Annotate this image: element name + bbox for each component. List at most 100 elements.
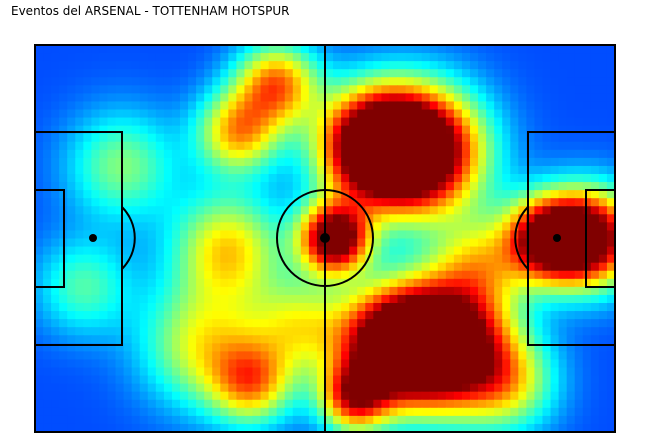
heat-cell <box>308 93 318 103</box>
heat-cell <box>107 327 117 336</box>
heat-cell <box>582 375 592 385</box>
heat-cell <box>397 238 407 248</box>
heat-cell <box>389 141 399 151</box>
heat-cell <box>606 101 615 111</box>
heat-cell <box>598 423 608 432</box>
heat-cell <box>155 383 165 393</box>
heat-cell <box>171 359 181 369</box>
heat-cell <box>461 375 471 385</box>
heat-cell <box>268 85 278 94</box>
heat-cell <box>99 157 109 167</box>
heat-cell <box>598 383 608 393</box>
heat-cell <box>510 254 519 264</box>
heat-cell <box>115 294 125 304</box>
heat-cell <box>550 149 560 159</box>
heat-cell <box>220 351 229 361</box>
heat-cell <box>397 77 407 86</box>
heat-cell <box>147 415 157 425</box>
heat-cell <box>75 375 84 385</box>
heat-cell <box>606 230 615 240</box>
heat-cell <box>429 375 439 385</box>
heat-cell <box>252 109 262 119</box>
heat-cell <box>566 198 576 207</box>
heat-cell <box>300 351 310 361</box>
heat-cell <box>365 117 374 127</box>
heat-cell <box>107 77 117 86</box>
heat-cell <box>308 61 318 70</box>
heat-cell <box>526 351 536 361</box>
heat-cell <box>558 311 568 320</box>
heat-cell <box>397 359 407 369</box>
heat-cell <box>292 117 302 127</box>
heat-cell <box>373 254 382 264</box>
heat-cell <box>453 222 463 232</box>
heat-cell <box>357 109 366 119</box>
heat-cell <box>188 311 197 320</box>
heat-cell <box>494 254 503 264</box>
heat-cell <box>284 294 294 304</box>
heat-cell <box>292 415 302 425</box>
heat-cell <box>502 278 511 288</box>
heat-cell <box>590 45 600 54</box>
heat-cell <box>212 383 221 393</box>
heat-cell <box>67 391 76 401</box>
heat-cell <box>357 343 366 352</box>
heat-cell <box>582 270 592 280</box>
heat-cell <box>107 303 117 312</box>
heat-cell <box>550 174 560 183</box>
heat-cell <box>365 182 374 191</box>
heat-cell <box>598 351 608 361</box>
heat-cell <box>284 109 294 119</box>
heat-cell <box>139 125 149 135</box>
heat-cell <box>453 327 463 336</box>
heat-cell <box>534 45 544 54</box>
heat-cell <box>204 133 213 143</box>
heat-cell <box>204 391 213 401</box>
heat-cell <box>333 85 342 94</box>
heat-cell <box>59 311 68 320</box>
heat-cell <box>405 69 415 78</box>
heat-cell <box>325 415 334 425</box>
heat-cell <box>43 174 52 183</box>
heat-cell <box>598 311 608 320</box>
heat-cell <box>445 415 455 425</box>
heat-cell <box>437 391 447 401</box>
heat-cell <box>574 190 584 199</box>
heat-cell <box>526 101 536 111</box>
heat-cell <box>115 214 125 223</box>
heat-cell <box>212 109 221 119</box>
heat-cell <box>228 303 237 312</box>
heat-cell <box>308 85 318 94</box>
heat-cell <box>429 415 439 425</box>
heat-cell <box>590 53 600 62</box>
heat-cell <box>558 93 568 103</box>
heat-cell <box>180 198 189 207</box>
heat-cell <box>445 359 455 369</box>
heat-cell <box>139 149 149 159</box>
heat-cell <box>155 101 165 111</box>
heat-cell <box>542 375 552 385</box>
heat-cell <box>341 77 350 86</box>
heat-cell <box>292 286 302 296</box>
heat-cell <box>147 254 157 264</box>
heat-cell <box>421 278 431 288</box>
heat-cell <box>389 359 399 369</box>
heat-cell <box>59 157 68 167</box>
heat-cell <box>300 335 310 344</box>
heat-cell <box>188 423 197 432</box>
heat-cell <box>276 286 286 296</box>
heat-cell <box>59 117 68 127</box>
heat-cell <box>67 93 76 103</box>
heat-cell <box>349 407 358 417</box>
heat-cell <box>268 399 278 409</box>
heat-cell <box>518 214 527 223</box>
heat-cell <box>107 93 117 103</box>
heat-cell <box>590 157 600 167</box>
heat-cell <box>429 149 439 159</box>
heat-cell <box>115 415 125 425</box>
heat-cell <box>389 206 399 215</box>
heat-cell <box>171 101 181 111</box>
heat-cell <box>147 294 157 304</box>
heat-cell <box>308 53 318 62</box>
heat-cell <box>35 101 44 111</box>
